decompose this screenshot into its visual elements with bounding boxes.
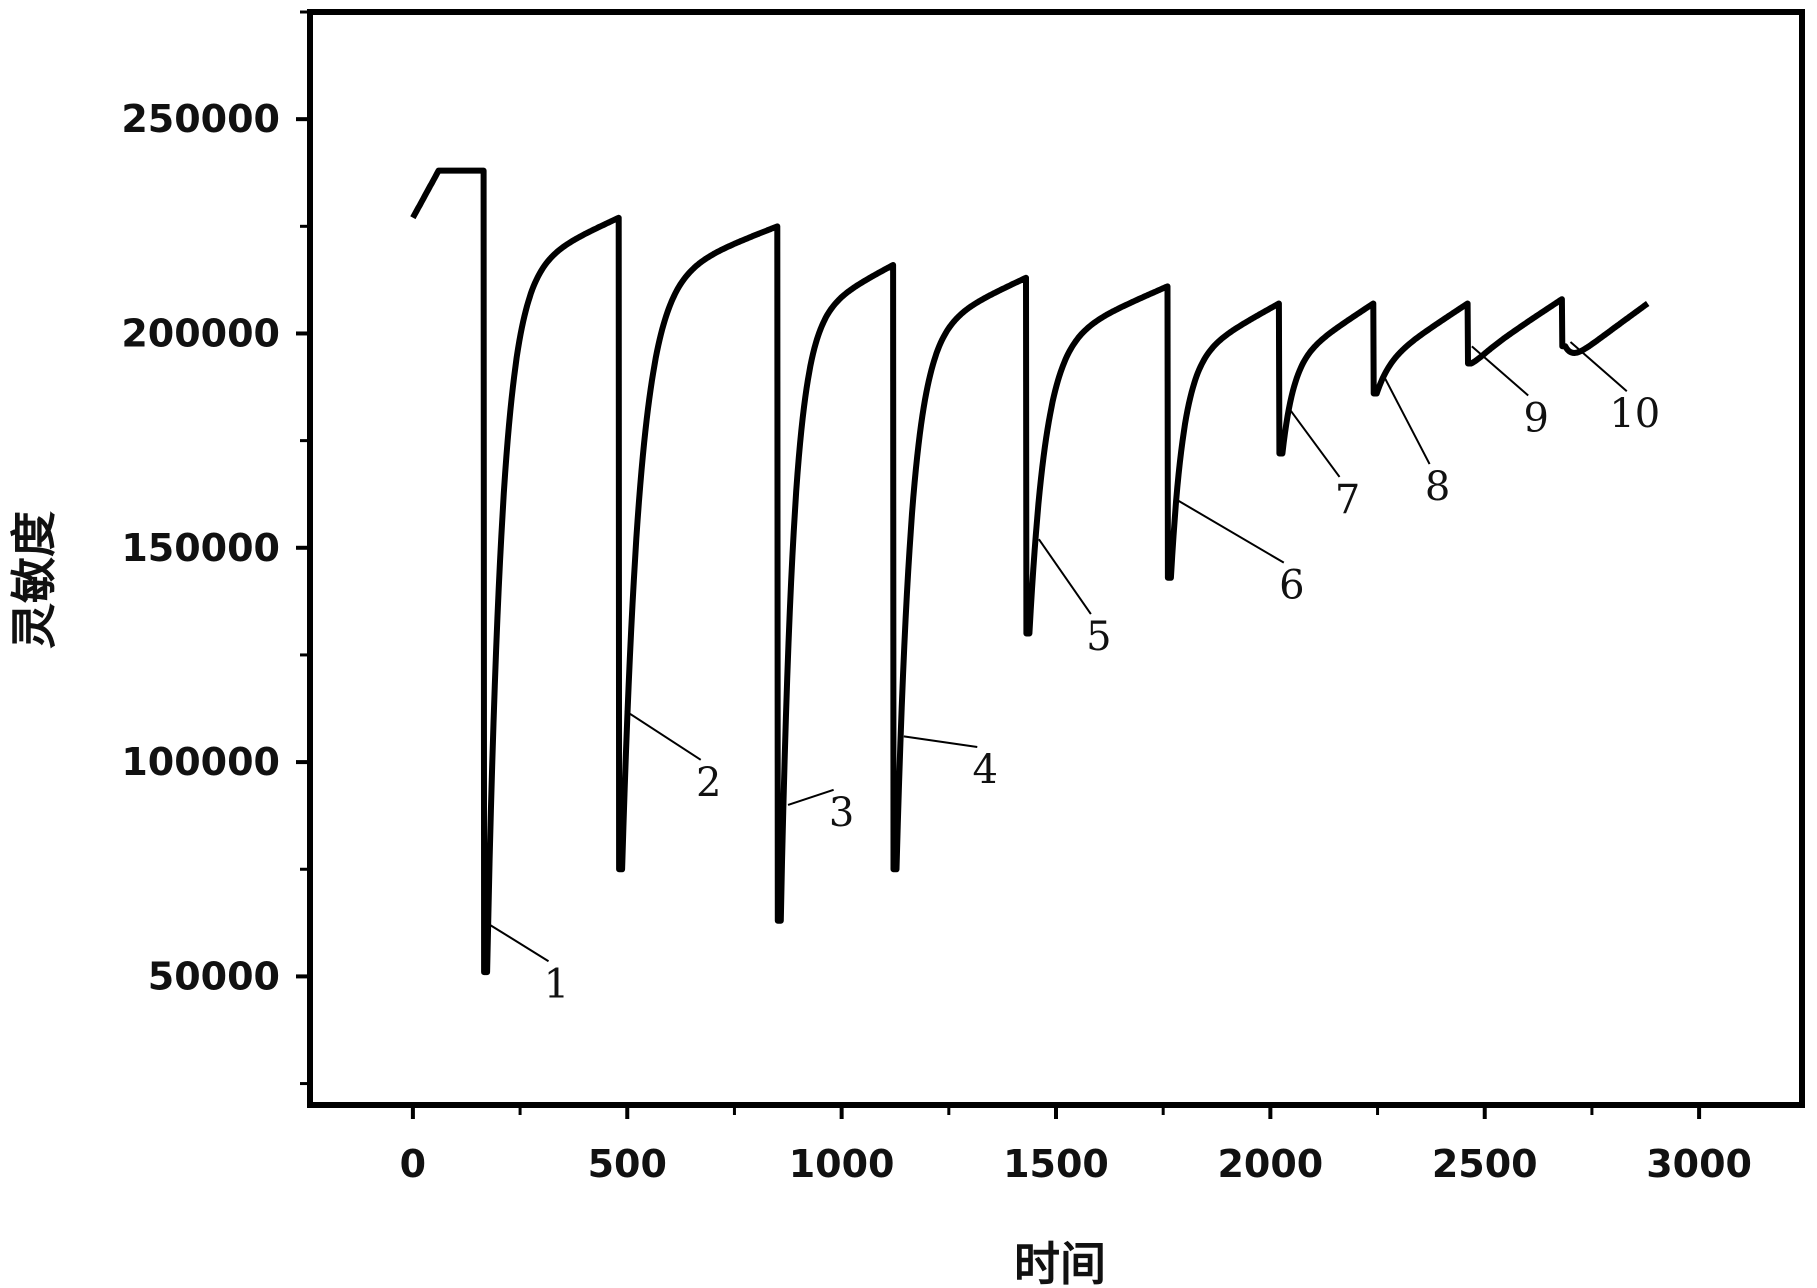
callout-leader <box>1383 375 1431 465</box>
callout-leader <box>489 924 550 963</box>
callout-leader <box>624 709 702 761</box>
callout-label: 8 <box>1425 464 1450 510</box>
plot-frame <box>307 9 1805 1108</box>
callout-label: 2 <box>696 760 721 806</box>
x-axis-ticks: 0 500 1000 1500 2000 2500 3000 <box>400 1105 1752 1186</box>
x-tick-label: 1000 <box>789 1142 895 1186</box>
callout-label: 5 <box>1086 614 1111 660</box>
callout-label: 4 <box>973 747 998 793</box>
y-tick-label: 50000 <box>148 954 280 998</box>
callout-label: 9 <box>1523 395 1548 441</box>
callout-leader <box>1471 345 1529 397</box>
callout-leader <box>1569 341 1628 392</box>
x-tick-label: 500 <box>588 1142 667 1186</box>
y-tick-label: 100000 <box>121 740 280 784</box>
y-tick-label: 150000 <box>121 526 280 570</box>
callout-label: 3 <box>829 790 854 836</box>
callout-leader <box>1177 499 1285 564</box>
y-tick-label: 200000 <box>121 311 280 355</box>
series-line <box>410 167 1650 976</box>
x-tick-label: 1500 <box>1003 1142 1109 1186</box>
y-axis-ticks: 50000 100000 150000 200000 250000 <box>121 10 310 1086</box>
callout-label: 1 <box>544 961 569 1007</box>
x-tick-label: 2500 <box>1432 1142 1538 1186</box>
x-axis-title: 时间 <box>1014 1237 1106 1288</box>
callout-label: 7 <box>1335 477 1360 523</box>
x-tick-label: 3000 <box>1646 1142 1752 1186</box>
x-tick-label: 0 <box>400 1142 426 1186</box>
callout-leader <box>903 735 978 748</box>
callout-label: 10 <box>1609 391 1660 437</box>
y-tick-label: 250000 <box>121 97 280 141</box>
annotation-layer: 1 2 3 4 5 67 8 9 10 <box>489 341 1660 1007</box>
callout-leader <box>787 788 834 806</box>
y-axis-title: 灵敏度 <box>7 511 61 649</box>
series-layer <box>410 167 1650 976</box>
callout-label: 6 <box>1279 563 1304 609</box>
x-tick-label: 2000 <box>1217 1142 1323 1186</box>
callout-leader <box>1038 538 1092 615</box>
callout-leader <box>1286 405 1341 478</box>
